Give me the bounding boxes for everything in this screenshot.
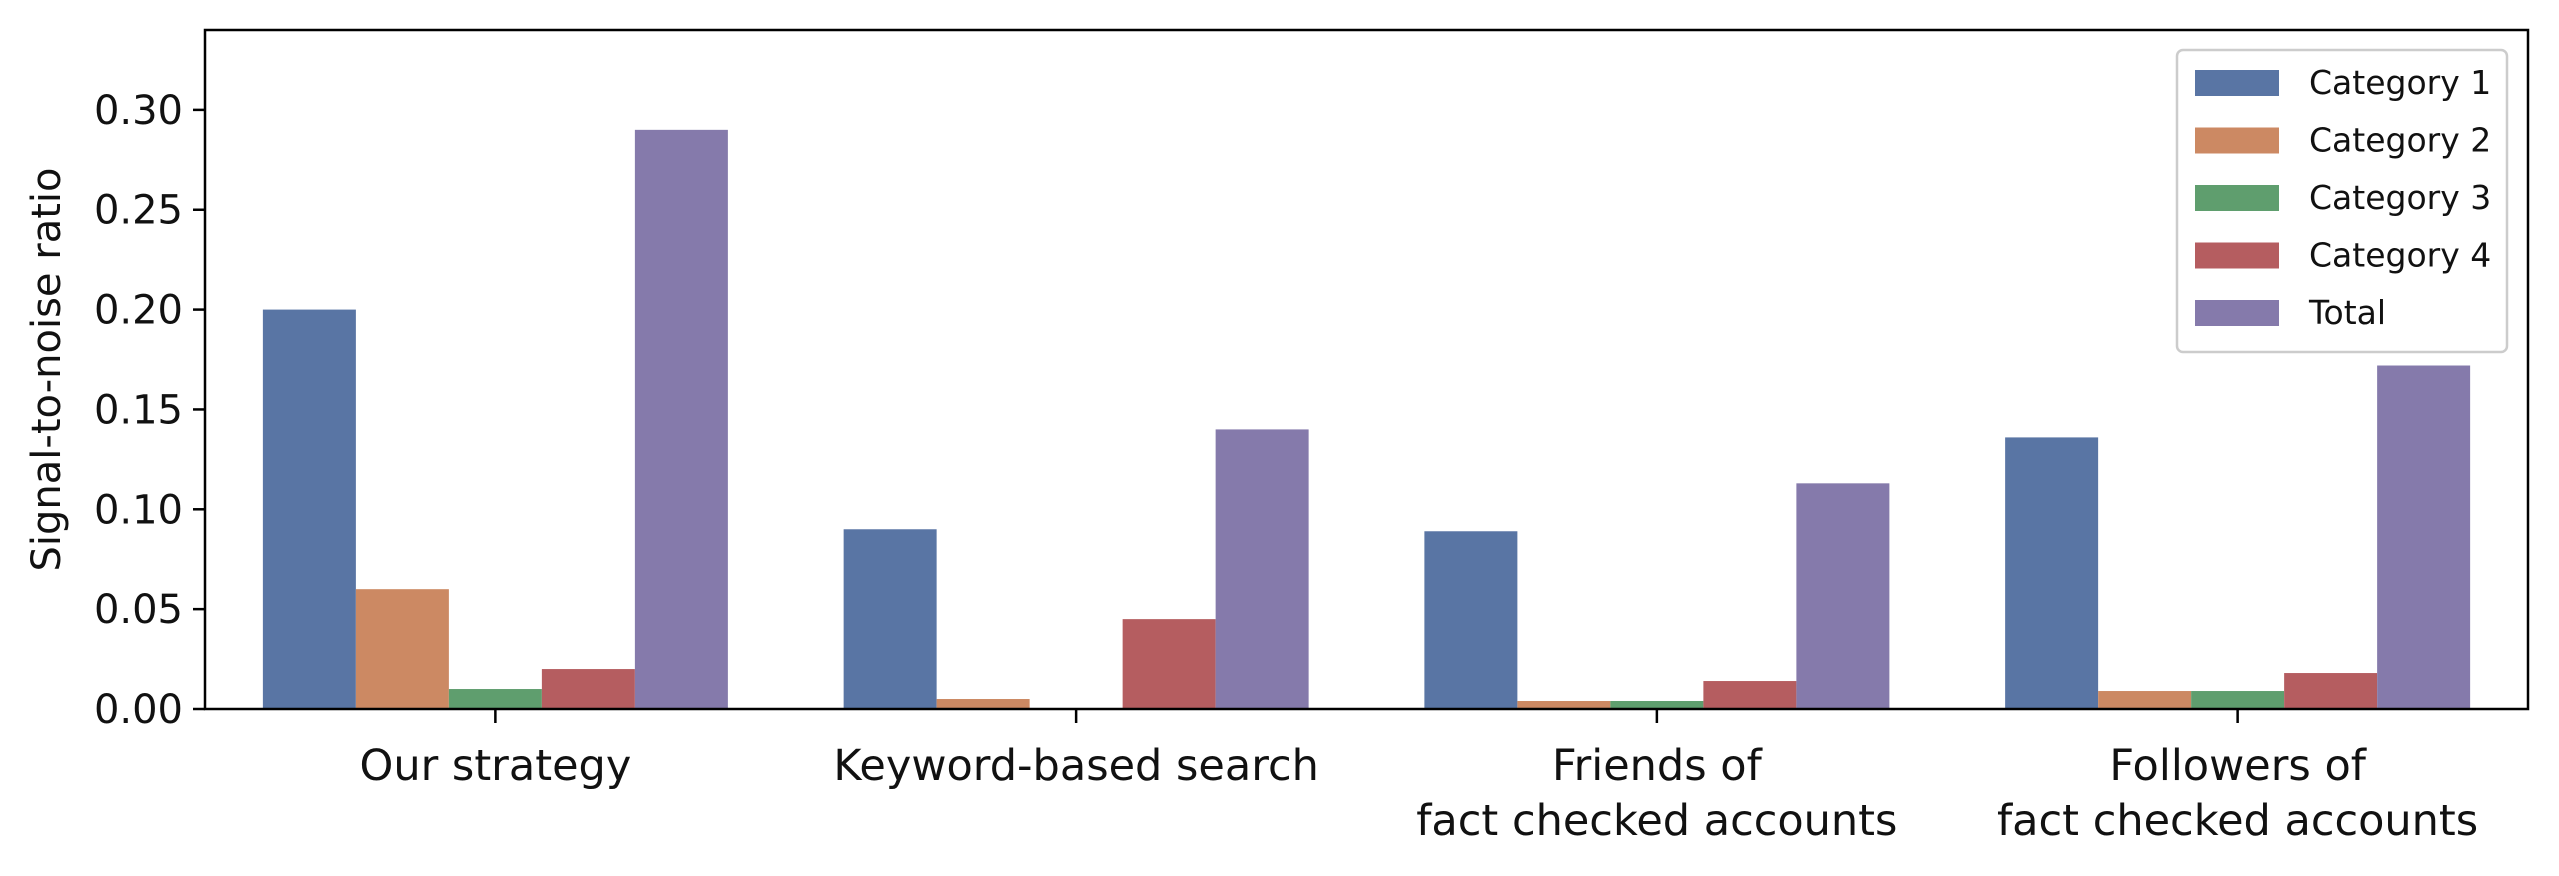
x-tick-label: Followers of [2109,741,2366,791]
x-tick-label: Keyword-based search [833,741,1318,791]
bar-total-cat4 [2377,365,2471,709]
legend-swatch-category-3 [2195,185,2279,211]
legend-label: Category 1 [2309,63,2491,102]
bar-category-3-cat4 [2191,691,2285,709]
legend: Category 1 Category 2 Category 3 Category 4… [2175,48,2509,354]
y-tick-label: 0.20 [94,288,183,334]
axes-layer [193,28,2530,723]
bar-category-4-cat1 [541,669,635,709]
bar-category-1-cat3 [1424,531,1518,709]
y-tick-label: 0.15 [94,387,183,433]
bar-category-3-cat1 [448,689,542,709]
y-tick-label: 0.10 [94,487,183,533]
x-tick-label: Our strategy [359,741,631,791]
bar-category-2-cat1 [355,589,449,709]
bar-category-1-cat1 [262,309,356,709]
bar-category-2-cat4 [2098,691,2192,709]
y-tick-label: 0.25 [94,188,183,234]
x-tick-label: Friends of [1552,741,1763,791]
bar-total-cat1 [634,129,728,710]
bar-total-cat2 [1215,429,1309,709]
labels-layer: 0.00 0.05 0.10 0.15 0.20 0.25 0.30 Our strategy… [94,88,2478,846]
legend-label: Category 3 [2309,178,2491,217]
legend-swatch-category-1 [2195,70,2279,96]
bar-category-3-cat3 [1610,701,1704,709]
bar-category-4-cat3 [1703,681,1797,709]
legend-label: Category 4 [2309,236,2491,275]
y-tick-label: 0.05 [94,587,183,633]
plot-frame [203,28,2530,711]
y-tick-label: 0.00 [94,687,183,733]
x-tick-label: fact checked accounts [1997,796,2478,846]
legend-label: Total [2308,293,2386,332]
y-tick-label: 0.30 [94,88,183,134]
legend-box [2175,48,2509,354]
y-axis-title: Signal-to-noise ratio [24,168,70,572]
x-tick-label: fact checked accounts [1416,796,1897,846]
bar-category-4-cat4 [2284,673,2378,709]
bar-category-2-cat3 [1517,701,1611,709]
bar-category-1-cat2 [843,529,937,709]
bar-total-cat3 [1796,483,1890,709]
bar-category-4-cat2 [1122,619,1216,709]
bar-category-2-cat2 [936,699,1030,709]
bar-category-1-cat4 [2005,437,2099,709]
legend-swatch-category-4 [2195,242,2279,269]
legend-swatch-total [2195,300,2279,326]
legend-label: Category 2 [2309,121,2491,160]
bars-layer [262,129,2471,710]
legend-swatch-category-2 [2195,127,2279,154]
